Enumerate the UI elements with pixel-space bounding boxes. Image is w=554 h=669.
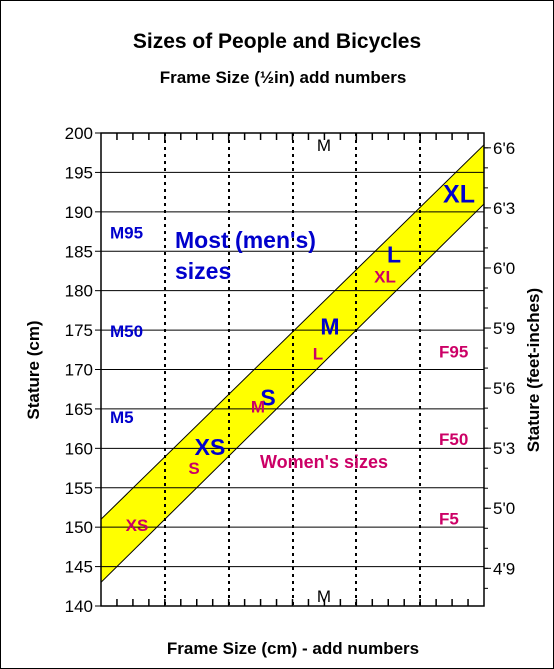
right-tick-label: 5'9	[493, 319, 515, 338]
right-tick-label: 5'3	[493, 439, 515, 458]
right-tick-label: 6'6	[493, 139, 515, 158]
y-axis-label: Stature (cm)	[24, 320, 43, 419]
women-percentile-label: F95	[439, 342, 468, 361]
men-note-line1: Most (men's)	[175, 227, 316, 253]
y-tick-label: 145	[65, 558, 93, 577]
x-axis-label: Frame Size (cm) - add numbers	[167, 639, 419, 658]
women-size-label: XS	[126, 516, 149, 535]
women-size-label: S	[188, 459, 199, 478]
axes: 140 145 150 155 160 165 170 175 180 185 190 195 200 4…	[65, 124, 516, 616]
women-percentile-label: F5	[439, 509, 459, 528]
y-tick-label: 155	[65, 479, 93, 498]
chart-subtitle: Frame Size (½in) add numbers	[160, 68, 407, 87]
y-tick-label: 160	[65, 439, 93, 458]
y-tick-label: 180	[65, 282, 93, 301]
y-tick-label: 150	[65, 518, 93, 537]
men-size-label: L	[387, 242, 401, 268]
women-size-label: XL	[374, 267, 396, 286]
top-marker: M	[317, 136, 331, 155]
chart-title: Sizes of People and Bicycles	[133, 30, 421, 53]
men-size-label: XS	[195, 434, 226, 460]
men-percentile-label: M5	[110, 408, 134, 427]
right-tick-label: 5'0	[493, 499, 515, 518]
women-note: Women's sizes	[260, 452, 388, 472]
men-percentile-label: M95	[110, 223, 143, 242]
plot-border	[100, 132, 485, 607]
women-size-label: L	[313, 345, 323, 364]
y-tick-label: 195	[65, 163, 93, 182]
men-size-label: XL	[443, 181, 475, 209]
men-percentile-label: M50	[110, 322, 143, 341]
y-tick-label: 170	[65, 361, 93, 380]
women-size-label: M	[251, 398, 265, 417]
y-tick-label: 175	[65, 321, 93, 340]
women-percentile-label: F50	[439, 430, 468, 449]
men-size-label: S	[260, 384, 275, 410]
y-tick-label: 190	[65, 203, 93, 222]
right-tick-label: 6'3	[493, 199, 515, 218]
right-tick-label: 5'6	[493, 379, 515, 398]
men-note-line2: sizes	[175, 258, 231, 284]
y-axis-label-right: Stature (feet-inches)	[524, 288, 543, 452]
y-tick-label: 165	[65, 400, 93, 419]
grid-lines	[101, 133, 484, 606]
bottom-marker: M	[317, 587, 331, 606]
men-size-label: M	[320, 313, 339, 339]
right-tick-label: 6'0	[493, 259, 515, 278]
y-tick-label: 200	[65, 124, 93, 143]
y-tick-label: 140	[65, 597, 93, 616]
y-tick-label: 185	[65, 242, 93, 261]
right-tick-label: 4'9	[493, 559, 515, 578]
